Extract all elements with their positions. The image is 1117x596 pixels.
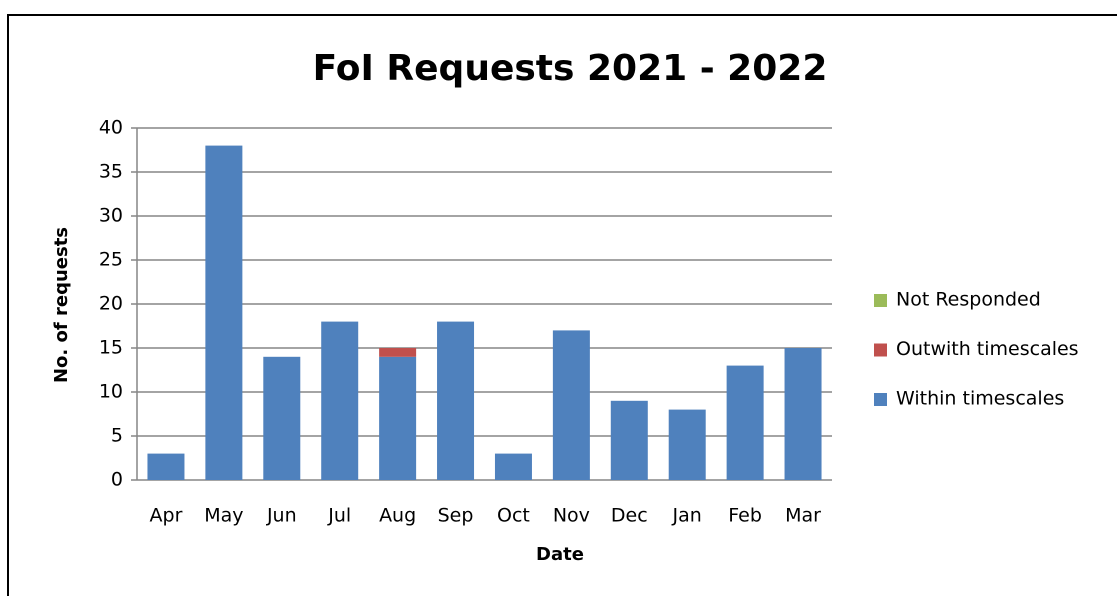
bar-segment [147,453,185,480]
bar-segment [668,409,706,480]
bar-segment [610,400,648,480]
y-tick-label: 25 [99,249,123,271]
bar-segment [726,365,764,480]
x-axis-label: Date [536,544,584,565]
x-tick-label: Jan [672,505,702,527]
bar-segment [437,321,475,480]
y-tick-label: 0 [111,469,123,491]
bar-segment [494,453,532,480]
legend-swatch [874,393,887,406]
x-tick-label: May [204,505,243,527]
y-tick-label: 10 [99,381,123,403]
x-tick-label: Feb [728,505,762,527]
y-tick-label: 40 [99,117,123,139]
y-tick-label: 30 [99,205,123,227]
bar-segment [321,321,359,480]
legend-swatch [874,343,887,357]
bar-segment [379,348,417,357]
legend-label: Within timescales [896,388,1064,410]
bar-segment [552,330,590,480]
bar-segment [205,145,243,480]
bar-segment [784,348,822,480]
bar-segment [263,356,301,480]
chart-border [7,14,1117,596]
x-tick-label: Jul [327,505,351,527]
x-tick-label: Oct [497,505,530,527]
x-tick-label: Jun [266,505,297,527]
x-tick-label: Apr [150,505,183,527]
x-tick-label: Dec [611,505,648,527]
chart-title: FoI Requests 2021 - 2022 [313,48,828,89]
y-tick-label: 20 [99,293,123,315]
x-tick-label: Nov [553,505,590,527]
legend-swatch [874,294,887,307]
y-tick-label: 15 [99,337,123,359]
y-tick-label: 5 [111,425,123,447]
x-tick-label: Aug [379,505,416,527]
x-tick-label: Mar [785,505,821,527]
legend-label: Outwith timescales [896,338,1079,360]
legend-label: Not Responded [896,289,1041,311]
y-tick-label: 35 [99,161,123,183]
bar-segment [379,356,417,480]
y-axis-label: No. of requests [51,227,72,383]
x-tick-label: Sep [438,505,474,527]
